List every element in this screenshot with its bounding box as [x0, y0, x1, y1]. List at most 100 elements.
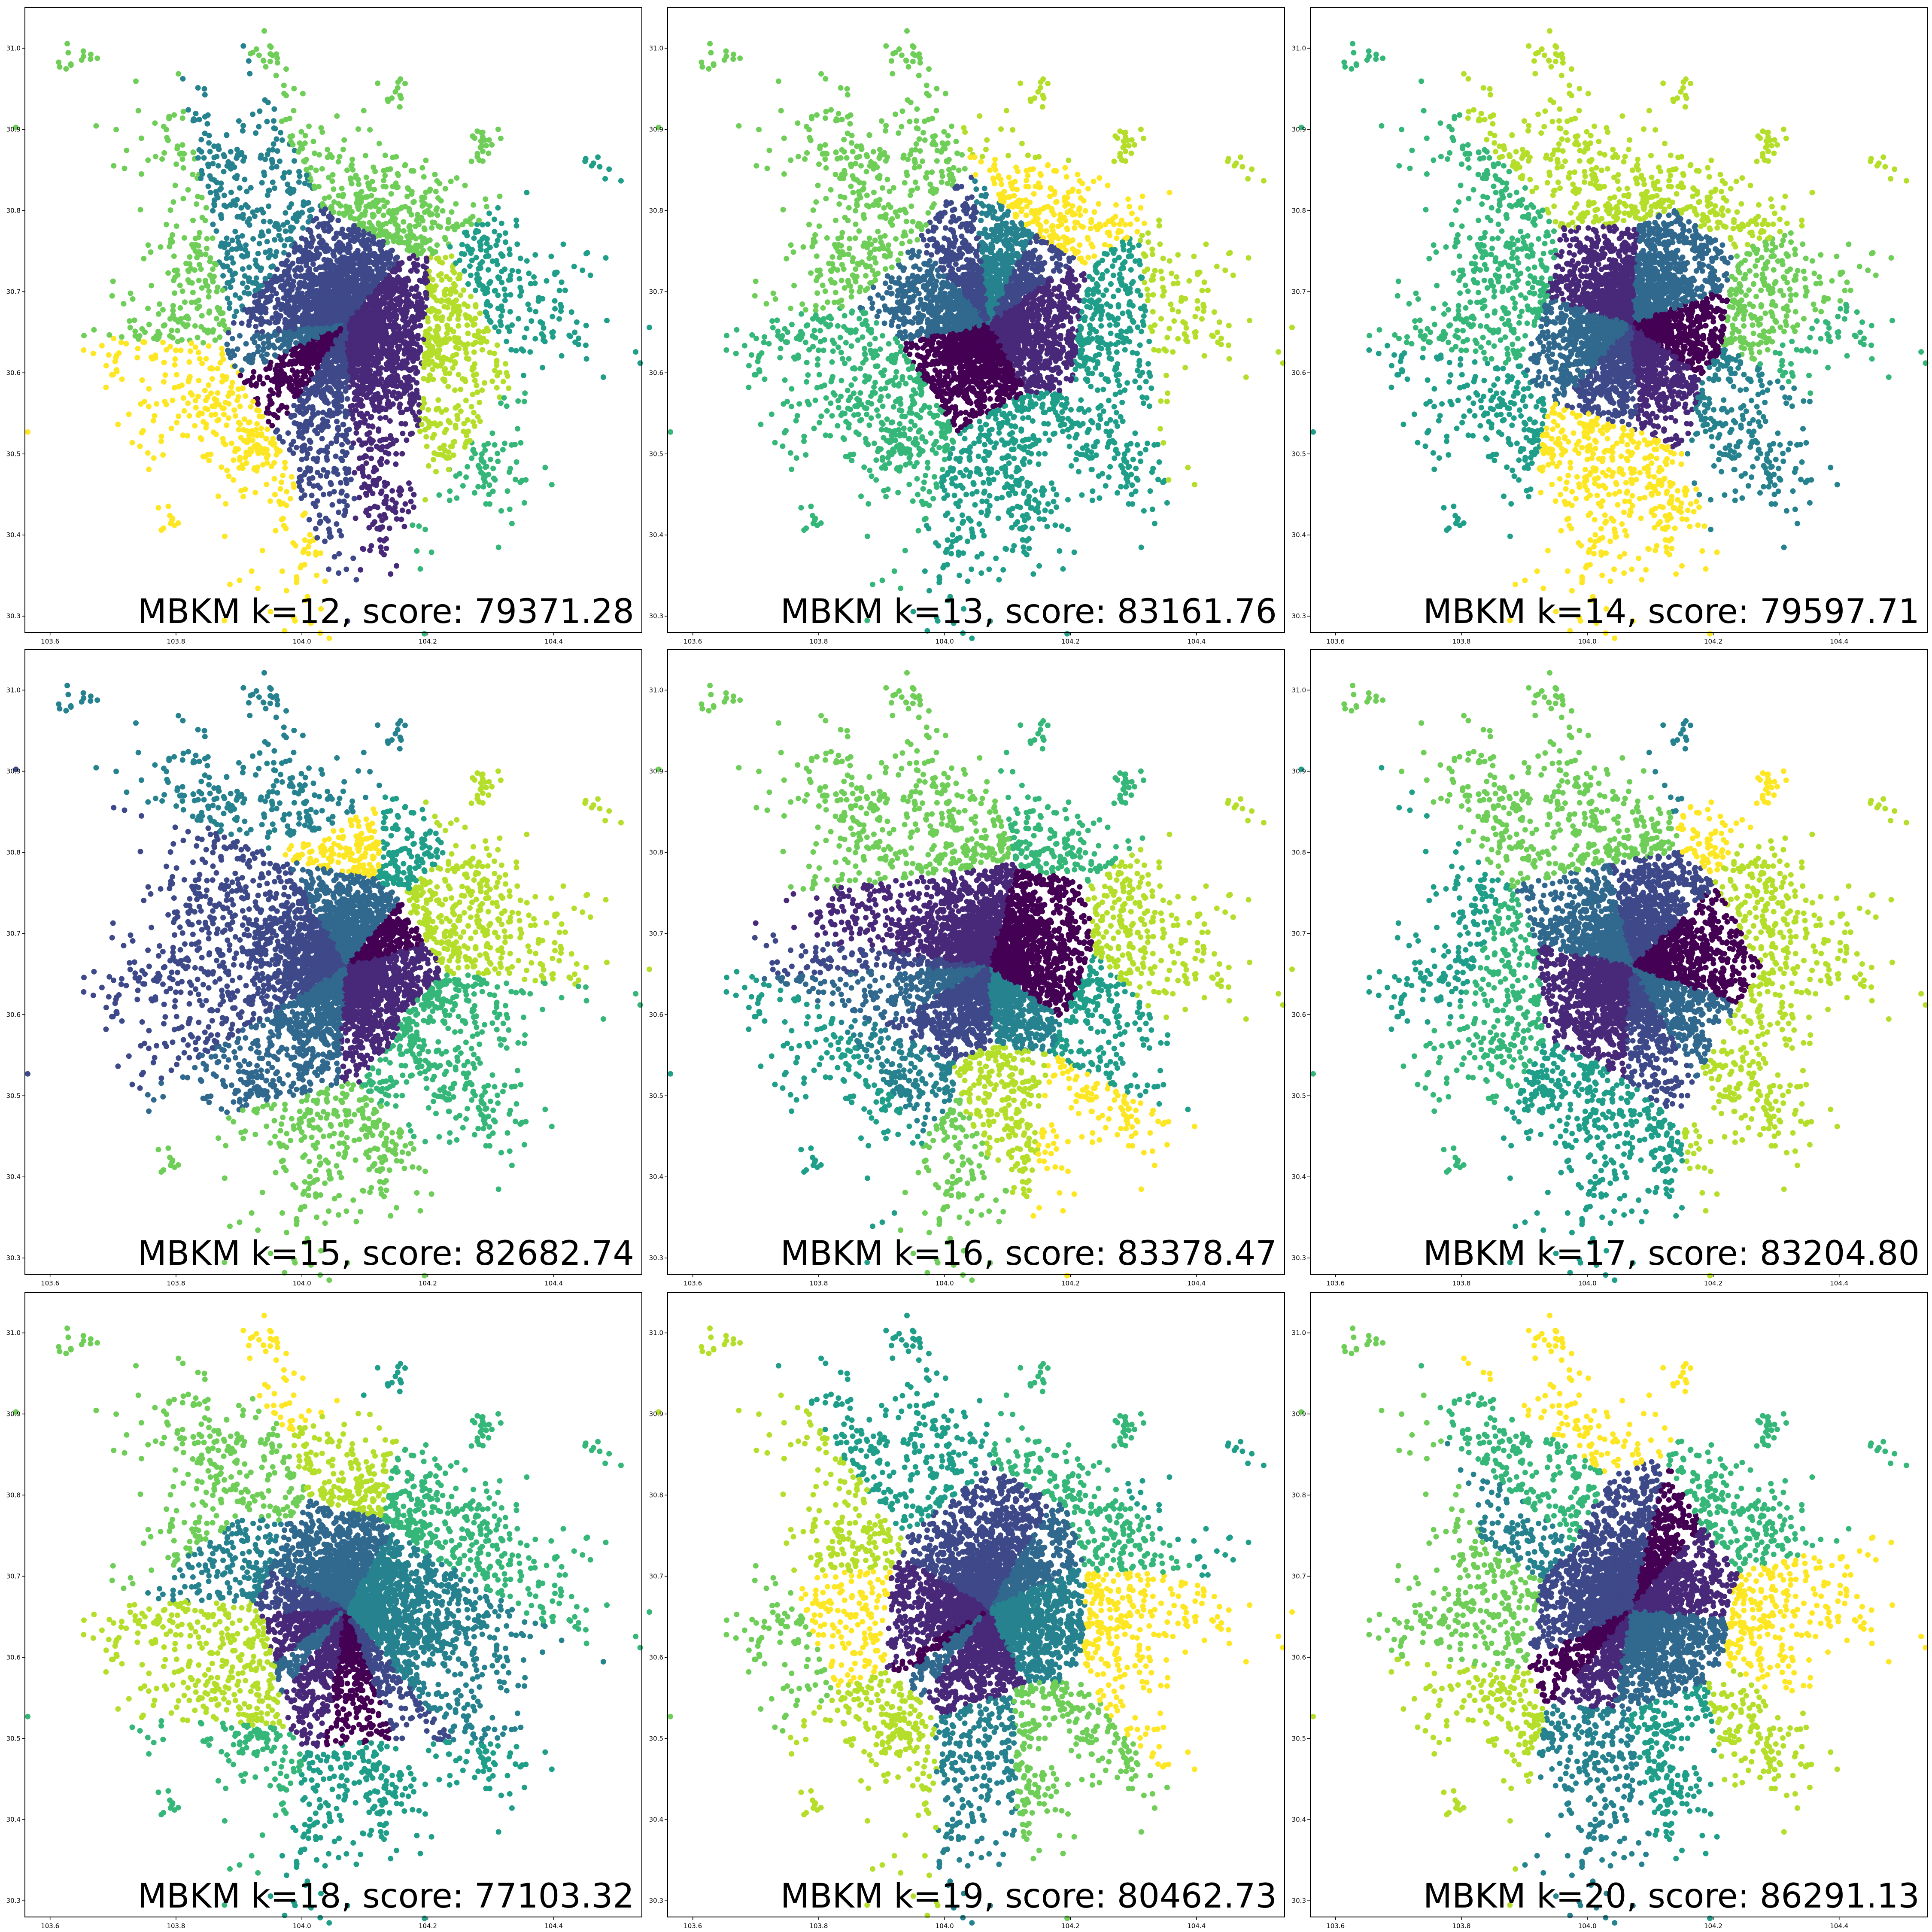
data-point — [517, 293, 523, 299]
data-point — [505, 325, 510, 330]
data-point — [363, 194, 368, 200]
data-point — [392, 313, 397, 318]
data-point — [508, 292, 513, 298]
data-point — [449, 209, 455, 215]
data-point — [393, 256, 398, 262]
data-point — [355, 126, 361, 132]
data-point — [542, 339, 548, 344]
data-point — [517, 276, 522, 282]
data-point — [532, 280, 538, 286]
data-point — [344, 493, 350, 498]
data-point — [404, 437, 409, 443]
data-point — [486, 210, 492, 216]
data-point — [484, 204, 489, 210]
data-point — [473, 302, 479, 308]
data-point — [387, 418, 393, 424]
data-point — [419, 198, 425, 204]
data-point — [365, 246, 371, 252]
data-point — [371, 229, 377, 235]
data-point — [397, 239, 403, 244]
data-point — [389, 191, 394, 197]
data-point — [383, 281, 389, 287]
data-point — [380, 239, 386, 244]
data-point — [357, 191, 363, 196]
data-point — [526, 270, 532, 276]
data-point — [433, 189, 439, 194]
data-point — [371, 234, 376, 240]
data-point — [381, 178, 386, 183]
data-point — [177, 283, 183, 288]
data-point — [410, 253, 416, 258]
data-point — [425, 319, 431, 325]
data-point — [552, 298, 558, 304]
data-point — [355, 227, 361, 233]
data-point — [435, 397, 441, 403]
data-point — [381, 213, 386, 218]
data-point — [402, 204, 408, 210]
data-point — [362, 256, 368, 262]
data-point — [443, 186, 448, 191]
data-point — [340, 147, 346, 152]
data-point — [390, 155, 395, 160]
data-point — [373, 260, 379, 265]
data-point — [550, 314, 555, 319]
data-point — [419, 165, 425, 170]
data-point — [383, 380, 389, 385]
data-point — [453, 298, 459, 303]
data-point — [371, 240, 377, 246]
data-point — [453, 260, 459, 266]
data-point — [477, 310, 483, 316]
data-point — [462, 301, 467, 307]
data-point — [477, 261, 483, 267]
data-point — [448, 179, 454, 184]
data-point — [334, 113, 340, 119]
data-point — [548, 254, 554, 259]
data-point — [492, 325, 498, 330]
data-point — [436, 273, 442, 278]
data-point — [468, 273, 474, 278]
data-point — [401, 228, 407, 234]
data-point — [383, 262, 388, 268]
data-point — [393, 221, 398, 227]
data-point — [585, 250, 590, 255]
data-point — [396, 326, 402, 331]
data-point — [360, 275, 366, 281]
data-point — [331, 236, 337, 241]
data-point — [474, 271, 480, 277]
data-point — [416, 292, 422, 297]
data-point — [414, 268, 420, 274]
data-point — [402, 163, 408, 168]
data-point — [544, 278, 550, 284]
data-point — [371, 213, 377, 218]
data-point — [402, 324, 407, 330]
data-point — [434, 213, 440, 218]
data-point — [385, 235, 390, 240]
data-point — [355, 216, 361, 222]
data-point — [421, 264, 426, 269]
data-point — [496, 233, 502, 238]
data-point — [424, 258, 429, 264]
data-point — [353, 175, 358, 180]
data-point — [529, 318, 534, 324]
data-point — [478, 247, 484, 252]
data-point — [493, 243, 499, 248]
data-point — [517, 285, 523, 290]
data-point — [319, 166, 325, 172]
data-point — [498, 322, 504, 328]
data-point — [376, 198, 382, 204]
data-point — [401, 219, 406, 225]
data-point — [516, 316, 521, 322]
data-point — [376, 222, 382, 227]
data-point — [466, 247, 472, 253]
data-point — [219, 346, 225, 351]
data-point — [601, 374, 606, 380]
data-point — [353, 430, 359, 436]
data-point — [443, 237, 448, 242]
data-point — [482, 291, 488, 296]
data-point — [462, 183, 468, 188]
data-point — [499, 269, 504, 274]
data-point — [432, 172, 438, 177]
data-point — [423, 158, 428, 163]
data-point — [510, 268, 515, 273]
data-point — [569, 309, 574, 315]
